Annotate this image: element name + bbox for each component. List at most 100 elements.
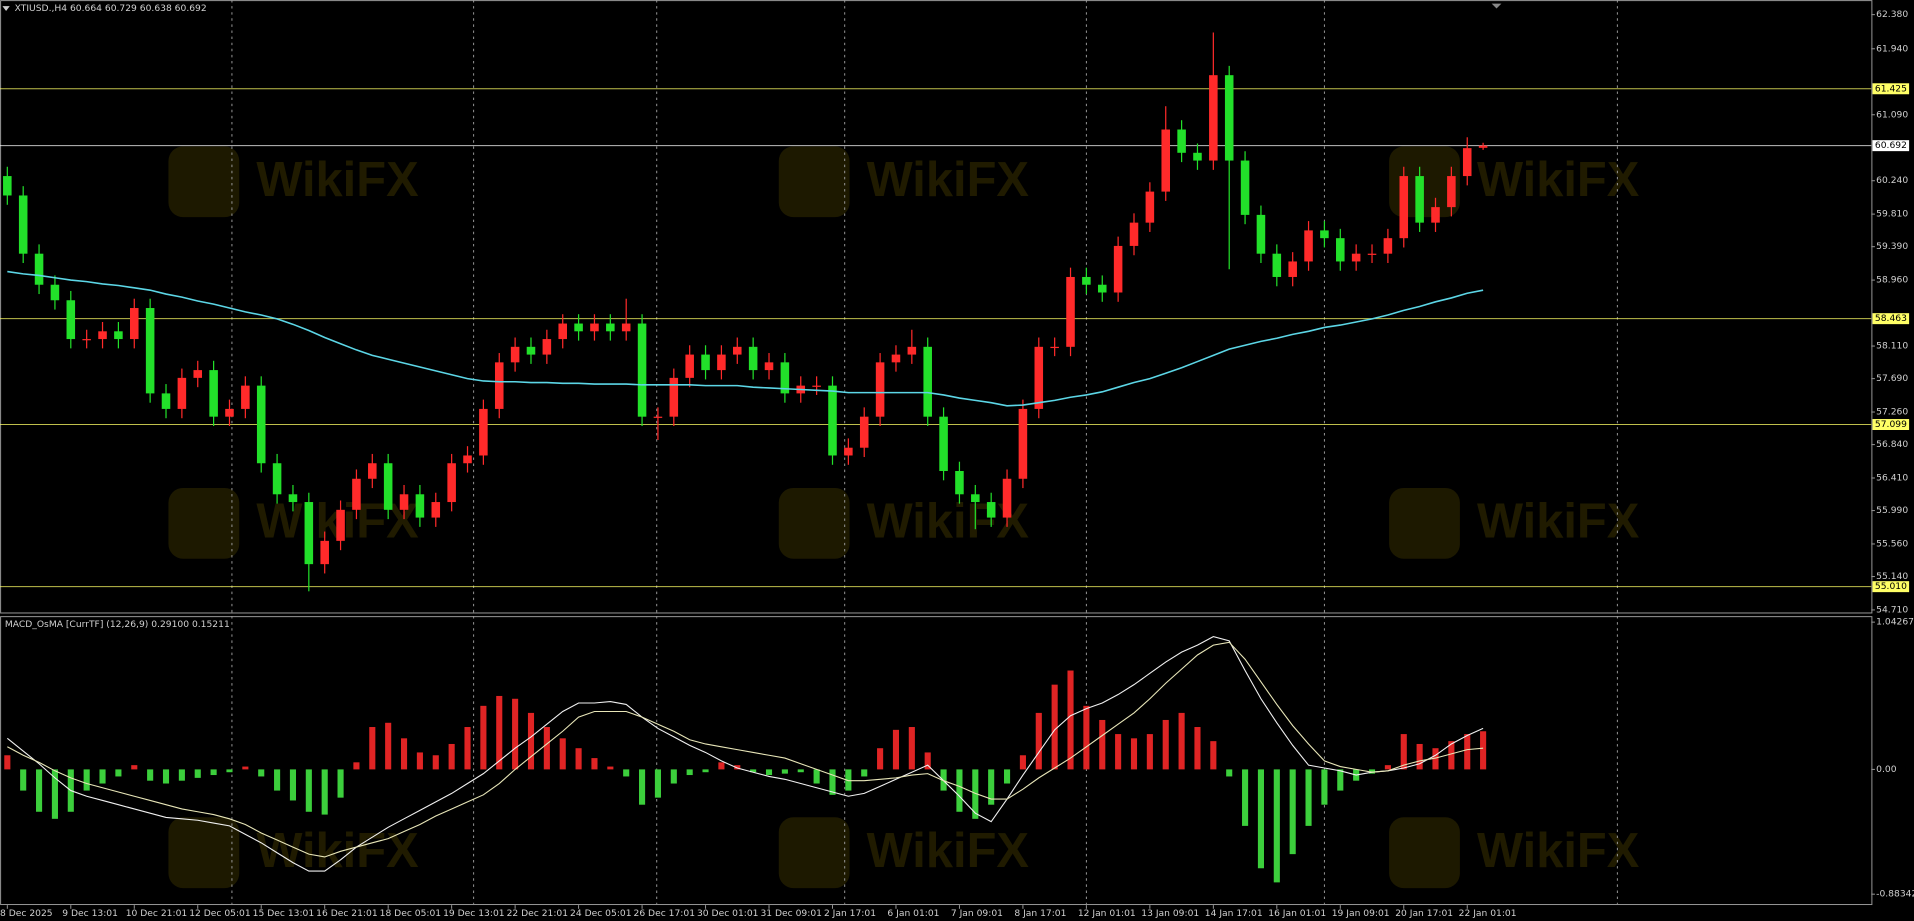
- candle-body: [288, 494, 298, 503]
- osma-bar: [464, 727, 471, 770]
- osma-bar: [1099, 719, 1106, 770]
- watermark-logo: [168, 817, 240, 889]
- candle-body: [653, 416, 663, 418]
- osma-bar: [575, 748, 582, 770]
- candle-body: [764, 362, 774, 371]
- candle-body: [272, 463, 282, 495]
- price-level-label: 60.692: [1875, 141, 1907, 151]
- candle-body: [193, 370, 203, 378]
- candle-body: [1304, 230, 1313, 262]
- candle-body: [352, 478, 361, 510]
- price-level-label: 58.463: [1875, 314, 1907, 324]
- y-tick-label: 58.960: [1876, 276, 1908, 286]
- candle-body: [986, 502, 996, 518]
- watermark-logo: [1389, 487, 1460, 559]
- candle-body: [82, 339, 91, 341]
- candle-body: [1431, 207, 1440, 223]
- osma-bar: [1289, 769, 1296, 855]
- candle-body: [939, 416, 948, 472]
- candle-body: [1478, 145, 1488, 148]
- candle-body: [225, 408, 234, 417]
- y-tick-label: 1.04267: [1876, 618, 1914, 628]
- osma-bar: [210, 769, 217, 776]
- price-level-label: 55.010: [1875, 582, 1907, 592]
- watermark: WikiFX: [867, 824, 1030, 878]
- candle-body: [828, 385, 837, 456]
- candle-body: [494, 362, 504, 409]
- candle-body: [431, 502, 441, 518]
- osma-bar: [1305, 769, 1312, 826]
- candle-body: [1383, 238, 1393, 254]
- osma-bar: [972, 769, 979, 819]
- price-level-tag: [1872, 313, 1910, 325]
- osma-bar: [1146, 734, 1153, 770]
- watermark: WikiFX: [1477, 153, 1640, 207]
- candle-body: [1351, 253, 1361, 262]
- osma-bar: [1242, 769, 1249, 826]
- x-tick-label: 20 Jan 17:01: [1395, 909, 1453, 919]
- osma-bar: [289, 769, 297, 801]
- candle-body: [590, 323, 599, 332]
- osma-bar: [1226, 769, 1233, 777]
- candle-body: [1336, 238, 1345, 262]
- osma-bar: [83, 769, 90, 791]
- candle-body: [463, 455, 472, 464]
- osma-bar: [369, 727, 376, 770]
- x-tick-label: 7 Jan 09:01: [951, 909, 1003, 919]
- osma-bar: [845, 769, 852, 791]
- osma-bar: [797, 769, 804, 773]
- y-tick-label: 59.390: [1876, 242, 1908, 252]
- y-tick-label: 0.00: [1876, 765, 1897, 775]
- candle-body: [1002, 478, 1012, 518]
- price-level-tag: [1872, 83, 1910, 95]
- candle-body: [1082, 276, 1091, 285]
- osma-bar: [321, 769, 328, 815]
- osma-bar: [1368, 769, 1376, 774]
- candle-body: [923, 346, 932, 417]
- osma-bar: [162, 769, 170, 784]
- osma-bar: [448, 743, 455, 770]
- menu-icon: [2, 6, 10, 11]
- watermark-logo: [1389, 817, 1460, 889]
- osma-bar: [1337, 769, 1344, 791]
- osma-bar: [877, 748, 884, 770]
- candle-body: [780, 362, 790, 394]
- y-tick-label: 54.710: [1876, 605, 1908, 615]
- candle-body: [34, 253, 44, 285]
- candle-body: [114, 331, 123, 340]
- osma-bar: [1178, 712, 1185, 770]
- candle-body: [1113, 245, 1123, 293]
- macd-line: [6, 636, 1484, 872]
- candle-body: [1193, 152, 1202, 161]
- x-tick-label: 8 Dec 2025: [0, 909, 53, 919]
- osma-bar: [1051, 684, 1058, 770]
- candle-body: [3, 176, 12, 196]
- osma-bar: [99, 769, 106, 784]
- price-level-label: 61.425: [1875, 84, 1907, 94]
- candle-body: [336, 509, 345, 541]
- candle-body: [241, 385, 250, 409]
- candle-body: [256, 385, 266, 464]
- candle-body: [98, 331, 107, 340]
- price-level-label: 57.099: [1875, 420, 1907, 430]
- osma-bar: [654, 769, 661, 798]
- candle-body: [18, 195, 28, 254]
- candle-body: [1066, 276, 1075, 347]
- candle-body: [1320, 230, 1329, 239]
- osma-bar: [512, 698, 519, 770]
- watermark-logo: [168, 487, 240, 559]
- candle-body: [1034, 346, 1044, 409]
- x-tick-label: 16 Dec 21:01: [316, 909, 378, 919]
- candle-body: [209, 370, 218, 417]
- osma-bar: [1130, 738, 1138, 770]
- osma-bar: [718, 762, 725, 770]
- osma-bar: [527, 712, 535, 770]
- candle-body: [859, 416, 869, 448]
- candle-body: [606, 323, 615, 332]
- osma-bar: [1321, 769, 1328, 805]
- candle-body: [717, 354, 726, 371]
- candle-body: [685, 354, 694, 378]
- candle-body: [368, 463, 377, 479]
- x-tick-label: 8 Jan 17:01: [1014, 909, 1066, 919]
